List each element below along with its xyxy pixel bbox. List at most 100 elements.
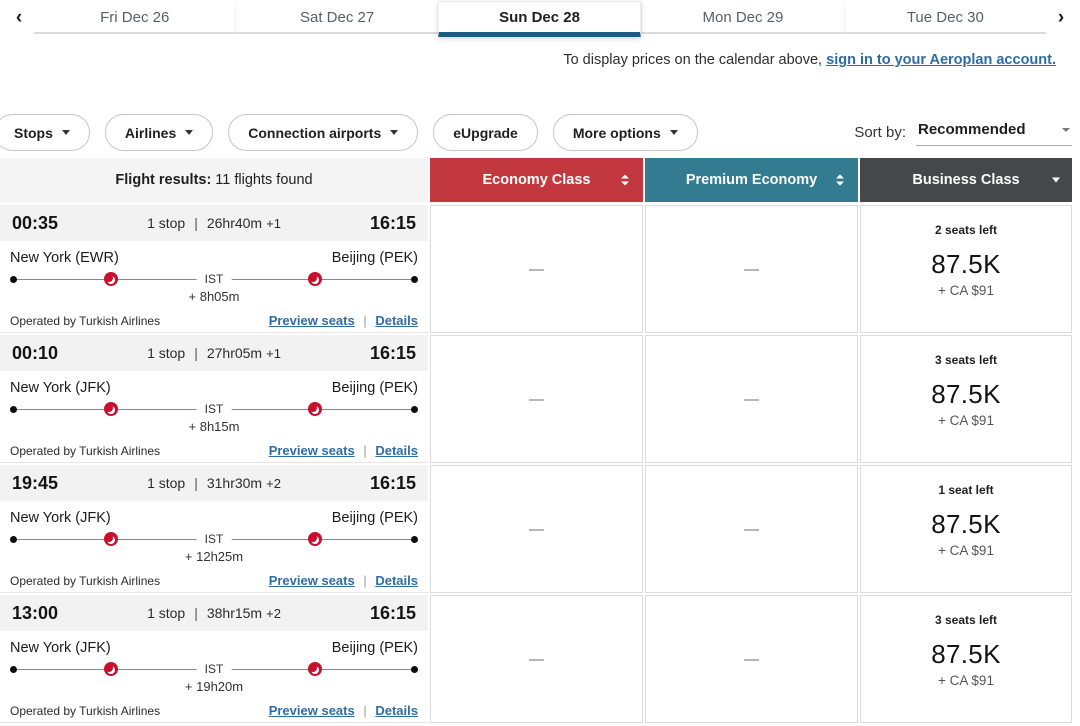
premium-economy-fare-cell: — <box>645 205 858 333</box>
details-link[interactable]: Details <box>375 443 418 458</box>
itinerary-summary: 00:10 1 stop | 27hr05m +1 16:15 <box>0 335 428 371</box>
details-link[interactable]: Details <box>375 703 418 718</box>
preview-seats-link[interactable]: Preview seats <box>268 573 355 588</box>
economy-fare-cell: — <box>430 205 643 333</box>
filter-pill-label: eUpgrade <box>453 124 518 141</box>
connection-airport-code: IST <box>196 401 232 417</box>
date-tab-label: Sun Dec 28 <box>499 8 580 26</box>
tab-sat-dec-27[interactable]: Sat Dec 27 <box>235 3 438 34</box>
preview-seats-link[interactable]: Preview seats <box>268 443 355 458</box>
stops-and-duration: 1 stop | 27hr05m +1 <box>107 345 321 361</box>
business-fare-cell[interactable]: 1 seat left 87.5K + CA $91 <box>860 465 1072 593</box>
filter-pill-more-options[interactable]: More options <box>552 114 698 151</box>
link-separator: | <box>363 313 367 328</box>
operated-by-row: Operated by Turkish Airlines Preview sea… <box>0 573 428 588</box>
flight-result-row: 13:00 1 stop | 38hr15m +2 16:15 New York (J… <box>0 595 1080 723</box>
filter-toolbar: Stops Airlines Connection airports eUpgr… <box>0 114 1080 151</box>
no-fare-dash: — <box>529 520 544 538</box>
origin-dot <box>10 276 17 283</box>
destination-dot <box>411 536 418 543</box>
no-fare-dash: — <box>529 260 544 278</box>
business-fare-cell[interactable]: 3 seats left 87.5K + CA $91 <box>860 335 1072 463</box>
preview-seats-link[interactable]: Preview seats <box>268 313 355 328</box>
layover-duration: + 12h25m <box>184 549 244 564</box>
itinerary-card: 00:35 1 stop | 26hr40m +1 16:15 New York (E… <box>0 205 428 333</box>
filter-pill-eupgrade[interactable]: eUpgrade <box>433 114 538 151</box>
points-price: 87.5K <box>931 249 1001 279</box>
origin-airport: New York (JFK) <box>10 640 111 656</box>
connection-airport-code: IST <box>196 271 232 287</box>
flight-results-list: 00:35 1 stop | 26hr40m +1 16:15 New York (E… <box>0 205 1080 723</box>
points-price: 87.5K <box>931 379 1001 409</box>
cash-fee: + CA $91 <box>938 673 994 688</box>
tab-mon-dec-29[interactable]: Mon Dec 29 <box>641 3 844 34</box>
date-tab-label: Tue Dec 30 <box>906 9 984 26</box>
filter-pill-airlines[interactable]: Airlines <box>104 114 214 151</box>
column-header-premium-economy[interactable]: Premium Economy <box>645 158 858 202</box>
turkish-airlines-logo-icon <box>307 272 322 286</box>
caret-down-icon <box>61 130 70 135</box>
tab-fri-dec-26[interactable]: Fri Dec 26 <box>34 3 236 34</box>
sort-updown-icon <box>621 174 629 186</box>
layover-duration: + 8h15m <box>188 419 240 434</box>
filter-pill-label: Airlines <box>124 124 177 141</box>
seats-left-badge: 1 seat left <box>938 483 994 497</box>
tab-sun-dec-28[interactable]: Sun Dec 28 <box>437 1 642 37</box>
link-separator: | <box>363 573 367 588</box>
origin-dot <box>10 666 17 673</box>
date-tab-label: Sat Dec 27 <box>300 9 375 26</box>
destination-airport: Beijing (PEK) <box>331 510 418 526</box>
caret-down-icon <box>669 130 678 135</box>
origin-dot <box>10 406 17 413</box>
destination-airport: Beijing (PEK) <box>331 380 418 396</box>
column-header-label: Business Class <box>912 172 1020 188</box>
details-link[interactable]: Details <box>375 573 418 588</box>
turkish-airlines-logo-icon <box>307 402 322 416</box>
day-offset: +1 <box>266 346 281 361</box>
destination-dot <box>411 276 418 283</box>
seats-left-badge: 3 seats left <box>934 353 998 367</box>
flight-path-graphic: IST <box>10 661 418 677</box>
filter-pill-label: More options <box>572 124 661 141</box>
connection-airport-code: IST <box>196 531 232 547</box>
stops-and-duration: 1 stop | 31hr30m +2 <box>107 475 321 491</box>
filter-pill-connection-airports[interactable]: Connection airports <box>228 114 419 151</box>
total-duration: 38hr15m <box>206 605 263 621</box>
day-offset: +2 <box>266 476 281 491</box>
preview-seats-link[interactable]: Preview seats <box>268 703 355 718</box>
no-fare-dash: — <box>744 520 759 538</box>
stops-count: 1 stop <box>147 475 186 491</box>
arrival-time: 16:15 <box>369 342 416 363</box>
cash-fee: + CA $91 <box>938 413 994 428</box>
no-fare-dash: — <box>744 260 759 278</box>
details-link[interactable]: Details <box>375 313 418 328</box>
tab-tue-dec-30[interactable]: Tue Dec 30 <box>843 3 1047 34</box>
day-offset: +2 <box>266 606 281 621</box>
business-fare-cell[interactable]: 2 seats left 87.5K + CA $91 <box>860 205 1072 333</box>
airports-row: New York (JFK) Beijing (PEK) <box>0 510 428 526</box>
filter-pill-stops[interactable]: Stops <box>0 114 90 151</box>
economy-fare-cell: — <box>430 595 643 723</box>
operated-by: Operated by Turkish Airlines <box>10 444 161 458</box>
row-links: Preview seats | Details <box>269 573 418 588</box>
day-offset: +1 <box>266 216 281 231</box>
operated-by-row: Operated by Turkish Airlines Preview sea… <box>0 313 428 328</box>
sort-select[interactable]: Recommended <box>916 119 1072 146</box>
turkish-airlines-logo-icon <box>103 402 118 416</box>
flight-result-row: 00:10 1 stop | 27hr05m +1 16:15 New York (J… <box>0 335 1080 463</box>
stops-count: 1 stop <box>147 605 186 621</box>
column-header-economy[interactable]: Economy Class <box>430 158 643 202</box>
aeroplan-signin-link[interactable]: sign in to your Aeroplan account. <box>826 52 1056 68</box>
column-header-business[interactable]: Business Class <box>860 158 1072 202</box>
flight-results-label: Flight results: <box>115 172 212 188</box>
calendar-prev-button[interactable]: ‹ <box>6 3 32 33</box>
caret-down-icon <box>390 130 399 135</box>
calendar-next-button[interactable]: › <box>1048 3 1074 33</box>
business-fare-cell[interactable]: 3 seats left 87.5K + CA $91 <box>860 595 1072 723</box>
sort-updown-icon <box>836 174 844 186</box>
arrival-time: 16:15 <box>369 472 416 493</box>
itinerary-card: 19:45 1 stop | 31hr30m +2 16:15 New York (J… <box>0 465 428 593</box>
separator: | <box>194 345 198 361</box>
itinerary-summary: 00:35 1 stop | 26hr40m +1 16:15 <box>0 205 428 241</box>
flight-path-graphic: IST <box>10 401 418 417</box>
